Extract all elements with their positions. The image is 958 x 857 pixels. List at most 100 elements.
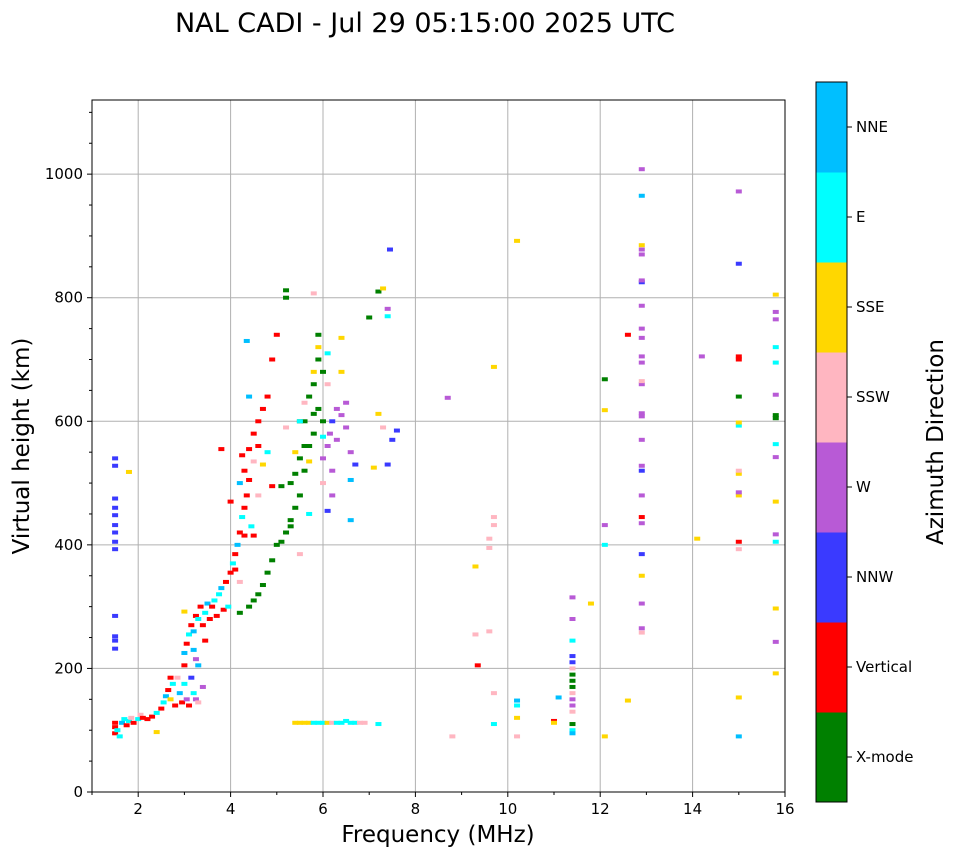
data-point-w	[638, 463, 645, 468]
data-point-e	[125, 718, 132, 723]
data-point-x-mode	[310, 382, 317, 387]
data-point-e	[169, 681, 176, 686]
data-point-x-mode	[320, 369, 326, 374]
data-point-vertical	[130, 720, 137, 725]
data-point-sse	[624, 698, 631, 703]
data-point-x-mode	[569, 678, 576, 683]
data-point-e	[135, 717, 142, 722]
data-point-vertical	[149, 714, 156, 719]
data-point-nnw	[112, 456, 119, 461]
data-point-w	[735, 490, 742, 495]
data-point-x-mode	[259, 583, 266, 588]
data-point-sse	[472, 564, 479, 569]
data-point-vertical	[269, 484, 276, 489]
data-point-w	[569, 617, 576, 621]
data-point-ssw	[569, 666, 576, 671]
data-point-nnw	[112, 530, 119, 535]
data-point-x-mode	[315, 332, 322, 337]
data-point-nnw	[638, 552, 645, 557]
data-point-w	[638, 167, 645, 172]
data-point-x-mode	[264, 570, 271, 575]
data-point-nnw	[112, 638, 119, 643]
data-point-vertical	[236, 530, 243, 535]
data-point-vertical	[123, 723, 130, 728]
data-point-e	[248, 524, 255, 529]
data-point-x-mode	[296, 493, 303, 498]
data-point-nnw	[112, 496, 119, 501]
data-point-w	[772, 309, 779, 314]
data-point-ssw	[250, 459, 257, 464]
data-point-ssw	[490, 523, 497, 528]
data-point-x-mode	[569, 684, 576, 689]
data-point-e	[490, 722, 497, 727]
data-point-x-mode	[287, 524, 294, 529]
data-point-sse	[772, 606, 779, 611]
data-point-vertical	[243, 493, 250, 498]
data-point-vertical	[197, 604, 204, 609]
data-point-w	[638, 626, 645, 631]
data-point-vertical	[167, 675, 174, 680]
data-point-sse	[490, 364, 497, 369]
colorbar-swatch	[816, 352, 847, 443]
data-point-w	[333, 437, 340, 442]
data-point-x-mode	[283, 295, 290, 300]
data-point-ssw	[283, 425, 290, 430]
data-point-ssw	[486, 536, 493, 541]
data-point-x-mode	[366, 315, 373, 320]
data-point-sse	[292, 450, 299, 455]
data-point-nne	[119, 720, 126, 725]
colorbar-swatch	[816, 622, 847, 713]
data-point-sse	[638, 243, 645, 248]
data-point-e	[772, 442, 779, 447]
data-point-e	[569, 728, 576, 733]
data-point-sse	[514, 238, 521, 243]
data-point-ssw	[486, 629, 493, 634]
data-point-w	[192, 657, 199, 662]
data-point-w	[638, 437, 645, 442]
data-point-nne	[638, 193, 645, 198]
data-point-vertical	[181, 663, 188, 668]
data-point-vertical	[241, 505, 248, 510]
data-point-nne	[735, 734, 742, 739]
data-point-sse	[181, 609, 188, 614]
data-point-x-mode	[287, 481, 294, 486]
data-point-sse	[772, 499, 779, 504]
x-tick-label: 16	[775, 800, 794, 818]
data-point-e	[190, 691, 197, 696]
data-point-e	[324, 351, 331, 356]
data-point-e	[320, 720, 326, 725]
x-tick-label: 6	[318, 800, 328, 818]
data-point-nne	[190, 629, 197, 634]
data-point-w	[772, 532, 779, 537]
data-point-ssw	[174, 675, 181, 680]
grid	[92, 100, 786, 793]
data-point-e	[114, 728, 121, 733]
colorbar-tick-label: SSE	[856, 298, 885, 316]
data-point-e	[352, 720, 359, 725]
data-point-nne	[181, 650, 188, 655]
data-point-sse	[694, 536, 701, 541]
data-point-nnw	[112, 463, 119, 468]
data-point-nnw	[112, 613, 119, 618]
data-point-e	[239, 515, 246, 520]
chart-title: NAL CADI - Jul 29 05:15:00 2025 UTC	[175, 8, 675, 39]
data-point-nnw	[569, 654, 576, 659]
data-point-x-mode	[315, 357, 322, 362]
y-axis-label: Virtual height (km)	[9, 338, 35, 555]
data-point-sse	[315, 345, 322, 350]
data-point-nne	[176, 691, 183, 696]
data-point-x-mode	[306, 444, 313, 448]
data-point-ssw	[569, 691, 576, 696]
data-point-e	[296, 419, 303, 424]
data-point-vertical	[735, 357, 742, 362]
data-point-ssw	[490, 691, 497, 696]
data-point-e	[601, 542, 608, 547]
data-point-vertical	[232, 567, 239, 572]
data-point-w	[326, 431, 333, 436]
data-point-sse	[735, 471, 742, 476]
data-point-e	[195, 617, 202, 621]
data-points	[112, 167, 779, 739]
colorbar-tick-label: SSW	[856, 388, 890, 406]
data-point-vertical	[220, 607, 227, 612]
data-point-w	[638, 521, 645, 526]
